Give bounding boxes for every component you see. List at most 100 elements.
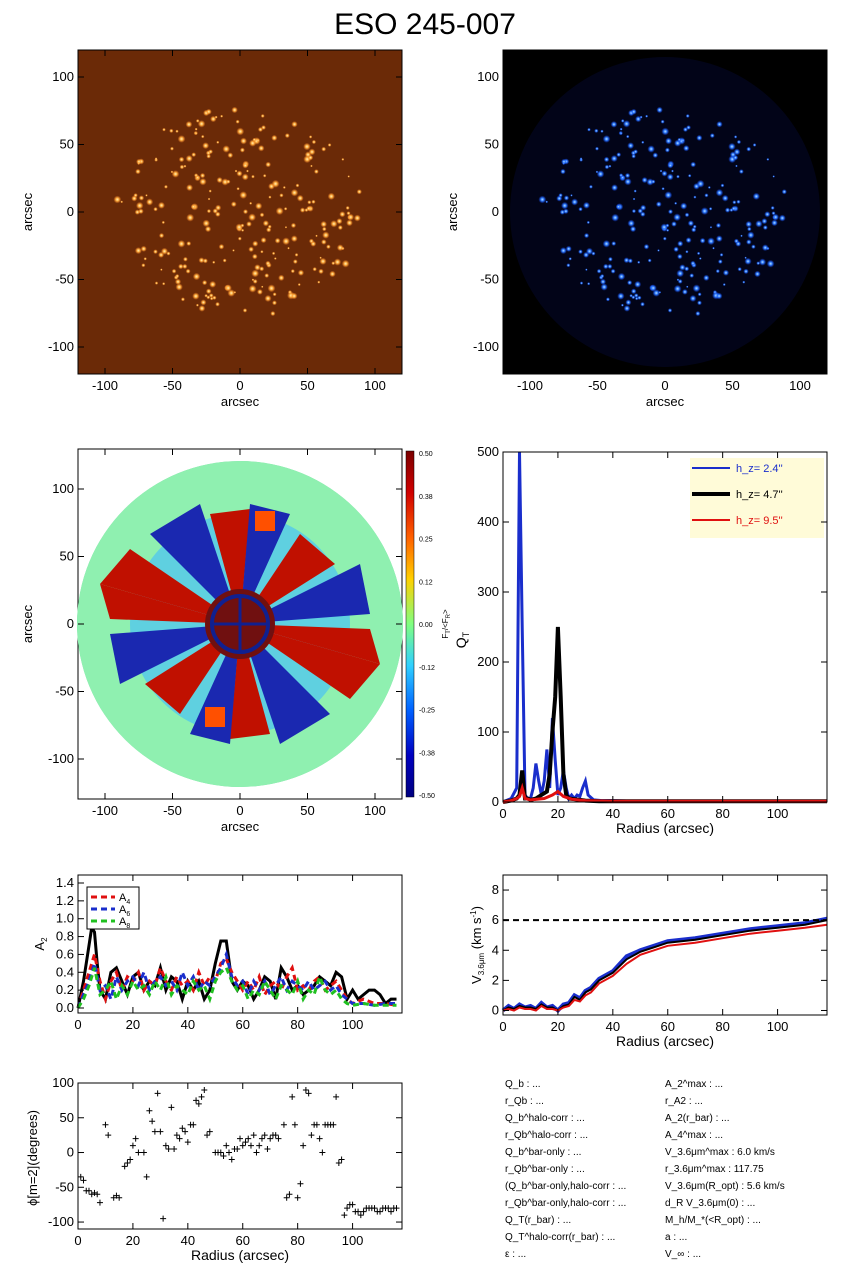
orange-source bbox=[237, 236, 242, 241]
blue-source bbox=[683, 145, 690, 152]
blue-source bbox=[676, 174, 680, 179]
x-tick-label: 0 bbox=[236, 803, 243, 818]
blue-source bbox=[708, 207, 713, 211]
blue-source bbox=[652, 152, 659, 159]
blue-source bbox=[610, 120, 618, 128]
blue-source bbox=[744, 257, 752, 265]
blue-source bbox=[682, 126, 688, 133]
phase-point bbox=[341, 1212, 348, 1219]
blue-source bbox=[570, 194, 573, 197]
orange-source bbox=[258, 145, 265, 152]
phase-point bbox=[220, 1153, 227, 1159]
orange-source bbox=[195, 303, 199, 307]
blue-source bbox=[603, 263, 609, 270]
x-tick-label: 80 bbox=[290, 1233, 304, 1248]
blue-source bbox=[709, 133, 715, 139]
blue-source bbox=[681, 138, 685, 143]
blue-source bbox=[692, 224, 697, 229]
blue-source bbox=[766, 157, 770, 161]
phase-point bbox=[184, 1139, 191, 1146]
blue-source bbox=[771, 219, 778, 227]
blue-source bbox=[673, 284, 682, 293]
blue-source bbox=[761, 244, 769, 252]
phase-point bbox=[132, 1135, 139, 1142]
orange-source bbox=[262, 173, 267, 178]
legend-label: h_z= 2.4'' bbox=[736, 463, 783, 475]
blue-source bbox=[685, 250, 689, 254]
phase-point bbox=[121, 1163, 128, 1170]
blue-source bbox=[596, 170, 605, 178]
phase-point bbox=[195, 1100, 202, 1107]
phase-point bbox=[96, 1199, 103, 1206]
orange-source bbox=[261, 285, 264, 288]
colorbar-tick-label: 0.00 bbox=[419, 622, 433, 629]
orange-source bbox=[278, 274, 285, 282]
orange-source bbox=[265, 161, 272, 168]
phase-point bbox=[173, 1132, 180, 1139]
blue-source bbox=[752, 192, 760, 201]
blue-source bbox=[696, 134, 703, 141]
a2-frame bbox=[77, 874, 403, 1014]
orange-source bbox=[163, 184, 168, 189]
phase-point bbox=[330, 1121, 337, 1128]
phase-point bbox=[264, 1146, 271, 1153]
blue-source bbox=[625, 299, 632, 306]
param-line: r_3.6μm^max : 117.75 bbox=[665, 1164, 764, 1175]
orange-source bbox=[202, 258, 208, 264]
y-tick-label: 1.4 bbox=[56, 875, 74, 890]
blue-source bbox=[600, 129, 604, 133]
phase-point bbox=[129, 1142, 136, 1149]
blue-source bbox=[766, 259, 775, 268]
orange-source bbox=[297, 269, 305, 276]
blue-source bbox=[607, 263, 613, 270]
blue-source bbox=[745, 220, 753, 228]
orange-source bbox=[194, 132, 198, 135]
blue-source bbox=[633, 149, 639, 155]
orange-source bbox=[120, 200, 124, 204]
blue-source bbox=[624, 172, 631, 179]
y-tick-label: 0 bbox=[67, 1145, 74, 1160]
orange-source bbox=[271, 134, 278, 141]
blue-source bbox=[754, 270, 761, 278]
blue-source bbox=[735, 164, 738, 168]
series-line bbox=[502, 919, 828, 1012]
orange-source bbox=[236, 187, 240, 191]
orange-source bbox=[186, 184, 194, 192]
orange-source bbox=[282, 237, 290, 246]
orange-source bbox=[282, 185, 286, 189]
param-line: Q_b^bar-only : ... bbox=[505, 1147, 582, 1158]
a2-series bbox=[76, 923, 397, 1009]
blue-source bbox=[585, 247, 594, 255]
orange-source bbox=[154, 157, 158, 160]
blue-source bbox=[659, 169, 663, 173]
phase-point bbox=[157, 1128, 164, 1135]
orange-source bbox=[200, 299, 207, 306]
phase-point bbox=[154, 1090, 161, 1097]
blue-source bbox=[698, 257, 702, 260]
blue-source bbox=[595, 170, 599, 174]
series-line bbox=[502, 782, 827, 804]
phase-point bbox=[250, 1132, 257, 1139]
orange-source bbox=[153, 249, 158, 255]
x-tick-label: 60 bbox=[661, 1019, 675, 1034]
orange-source bbox=[161, 220, 165, 225]
orange-source bbox=[239, 191, 248, 200]
orange-source bbox=[199, 177, 207, 186]
y-axis-label: arcsec bbox=[445, 192, 460, 231]
phase-point bbox=[85, 1187, 92, 1194]
y-axis-label: arcsec bbox=[20, 604, 35, 643]
force-map-colorbar bbox=[405, 450, 415, 798]
phase-point bbox=[127, 1156, 134, 1163]
blue-image-panel: -100 -50 0 50 100 -100 -50 0 50 100 arcsec arcsec bbox=[445, 49, 828, 409]
blue-source bbox=[602, 239, 611, 248]
blue-source bbox=[747, 231, 755, 239]
orange-source bbox=[135, 201, 144, 210]
blue-source bbox=[582, 201, 590, 209]
x-tick-label: 20 bbox=[126, 1233, 140, 1248]
blue-source bbox=[559, 247, 567, 255]
blue-source bbox=[696, 251, 701, 256]
orange-source bbox=[251, 269, 260, 278]
blue-source bbox=[587, 127, 591, 132]
phase-point bbox=[234, 1146, 241, 1153]
blue-source bbox=[707, 185, 711, 189]
